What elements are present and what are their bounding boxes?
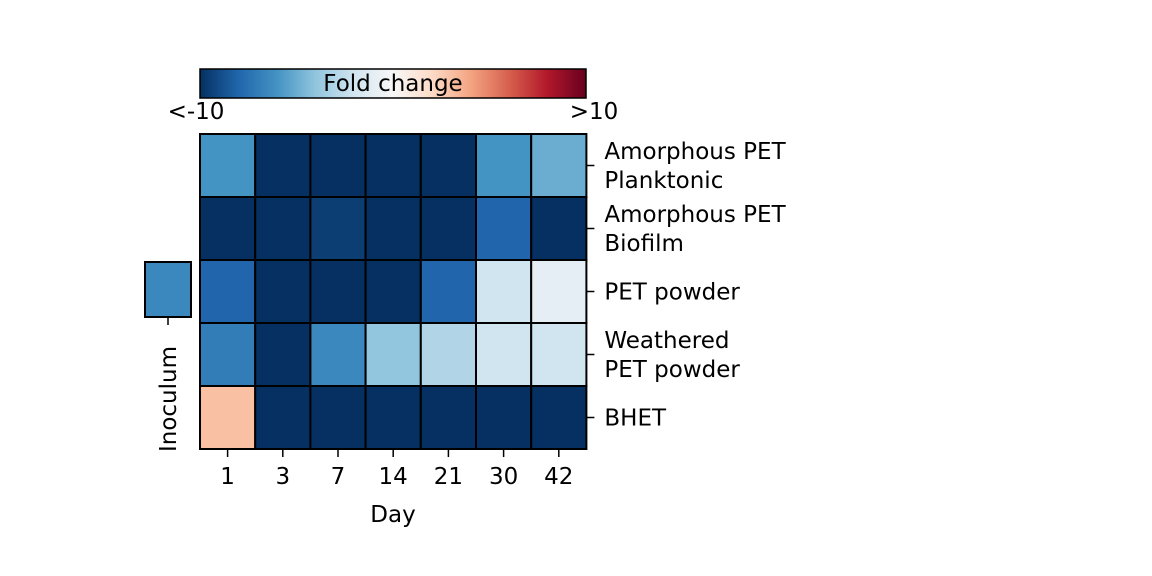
column-label: 7 [331, 464, 346, 490]
inoculum-panel: Inoculum [144, 261, 192, 452]
column-label: 14 [379, 464, 408, 490]
row-label: Amorphous PET [604, 139, 786, 165]
column-label: 1 [220, 464, 235, 490]
heatmap-grid [199, 133, 588, 450]
heatmap-cell [475, 385, 533, 450]
heatmap-cell [364, 259, 422, 324]
heatmap-cell [419, 133, 477, 198]
column-label: 3 [275, 464, 290, 490]
colorbar-label: Fold change [323, 71, 462, 97]
row-label: Weathered [604, 328, 729, 354]
heatmap-cell [199, 322, 257, 387]
heatmap-cell [419, 322, 477, 387]
colorbar: Fold change <-10 >10 [168, 68, 619, 125]
heatmap-cell [475, 322, 533, 387]
heatmap-cell [199, 133, 257, 198]
heatmap-cell [199, 196, 257, 261]
column-label: 21 [434, 464, 463, 490]
row-label: PET powder [604, 280, 740, 306]
heatmap-cell [530, 196, 588, 261]
x-axis-label: Day [370, 502, 415, 528]
colorbar-gradient [199, 68, 587, 99]
row-label: Amorphous PET [604, 202, 786, 228]
heatmap-cell [199, 385, 257, 450]
heatmap-cell [419, 196, 477, 261]
heatmap-cell [364, 133, 422, 198]
heatmap-cell [475, 196, 533, 261]
row-label: Planktonic [604, 168, 723, 194]
heatmap-cell [419, 385, 477, 450]
column-labels: 1 3 7 14 21 30 42 [220, 449, 573, 490]
colorbar-min-label: <-10 [168, 99, 225, 125]
heatmap-cell [419, 259, 477, 324]
heatmap-cell [309, 385, 367, 450]
heatmap-cell [475, 259, 533, 324]
inoculum-label: Inoculum [156, 346, 182, 452]
row-label: Biofilm [604, 231, 684, 257]
heatmap-cell [309, 196, 367, 261]
heatmap-cell [364, 322, 422, 387]
heatmap-cell [254, 196, 312, 261]
heatmap-cell [530, 259, 588, 324]
heatmap-cell [254, 385, 312, 450]
row-labels: Amorphous PET Planktonic Amorphous PET Biof… [586, 139, 787, 432]
row-label: BHET [604, 406, 667, 432]
heatmap-cell [309, 133, 367, 198]
heatmap-cell [254, 133, 312, 198]
heatmap-cell [530, 322, 588, 387]
inoculum-cell [144, 261, 192, 318]
column-label: 42 [544, 464, 573, 490]
heatmap-cell [364, 385, 422, 450]
column-label: 30 [489, 464, 518, 490]
row-label: PET powder [604, 357, 740, 383]
heatmap-cell [475, 133, 533, 198]
heatmap-cell [530, 133, 588, 198]
heatmap-cell [364, 196, 422, 261]
heatmap-cell [199, 259, 257, 324]
heatmap-cell [254, 259, 312, 324]
heatmap-cell [309, 322, 367, 387]
heatmap-cell [254, 322, 312, 387]
colorbar-max-label: >10 [570, 99, 619, 125]
heatmap-cell [530, 385, 588, 450]
heatmap-cell [309, 259, 367, 324]
